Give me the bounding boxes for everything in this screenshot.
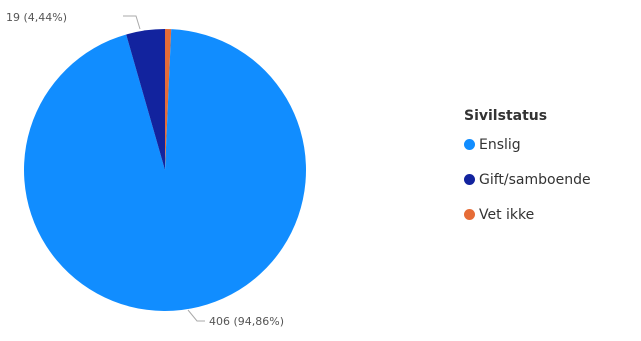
leader-line-gift-samboende: [123, 15, 141, 30]
data-label-gift-samboende: 19 (4,44%): [6, 11, 67, 24]
leader-line-enslig: [187, 309, 205, 322]
legend-label-vet-ikke: Vet ikke: [479, 206, 535, 223]
leader-lines: [123, 15, 205, 322]
legend-label-gift-samboende: Gift/samboende: [479, 171, 591, 188]
legend-title: Sivilstatus: [464, 108, 548, 124]
pie-slices: [23, 29, 306, 311]
legend-label-enslig: Enslig: [479, 136, 521, 153]
pie-slice-gift-samboende[interactable]: [126, 29, 165, 170]
legend-swatch-vet-ikke: [464, 209, 475, 220]
legend-swatch-gift-samboende: [464, 174, 475, 185]
legend-swatch-enslig: [464, 139, 475, 150]
legend-item-enslig[interactable]: Enslig: [464, 133, 591, 156]
pie-slice-vet-ikke[interactable]: [165, 29, 172, 170]
pie-slice-enslig[interactable]: [23, 29, 306, 311]
legend-item-gift-samboende[interactable]: Gift/samboende: [464, 168, 591, 191]
legend: Sivilstatus Enslig Gift/samboende Vet ik…: [464, 108, 591, 238]
data-label-enslig: 406 (94,86%): [209, 315, 284, 328]
legend-item-vet-ikke[interactable]: Vet ikke: [464, 203, 591, 226]
